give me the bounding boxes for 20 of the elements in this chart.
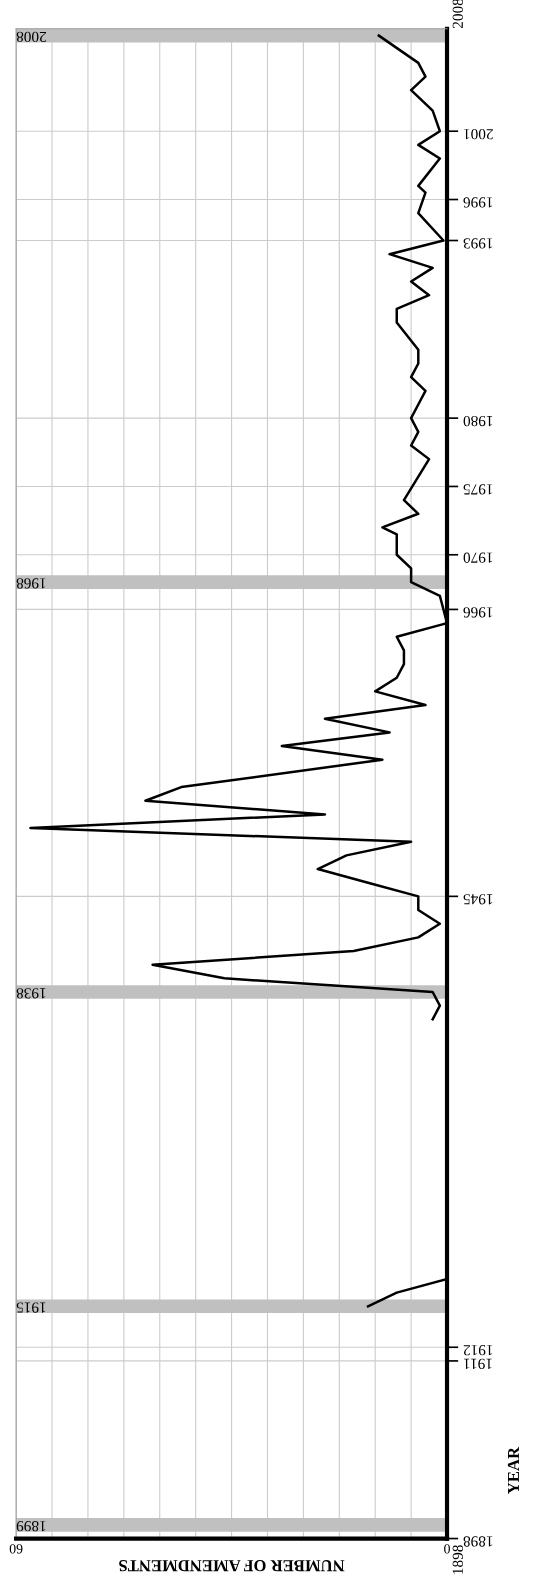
y-tick-label: 1996 [463, 197, 493, 208]
x-tick-label: 60 [9, 1544, 23, 1554]
y-tick-label: 1993 [463, 238, 493, 249]
y-tick-label: 1911 [463, 1358, 492, 1369]
band-label: 1938 [16, 988, 46, 999]
y-tick-label: 1970 [463, 552, 493, 563]
x-tick-label: 0 [444, 1544, 450, 1554]
band-label: 1899 [16, 1521, 46, 1532]
x-axis-title: NUMBER OF AMENDMENTS [119, 1560, 345, 1572]
band-label: 2008 [16, 31, 47, 43]
y-tick-label: 1945 [463, 894, 493, 905]
y-tick-label: 1966 [463, 607, 493, 618]
band-label: 1915 [16, 1302, 46, 1313]
y-tick-label: 1912 [463, 1345, 493, 1356]
y-tick-label: 1975 [463, 484, 493, 495]
y-tick-label: 2001 [463, 129, 493, 140]
band-label: 1968 [16, 578, 46, 589]
y-tick-label: 1980 [463, 415, 493, 427]
y-axis-title: YEAR [507, 1446, 519, 1494]
y-tick-label: 1898 [463, 1536, 493, 1547]
